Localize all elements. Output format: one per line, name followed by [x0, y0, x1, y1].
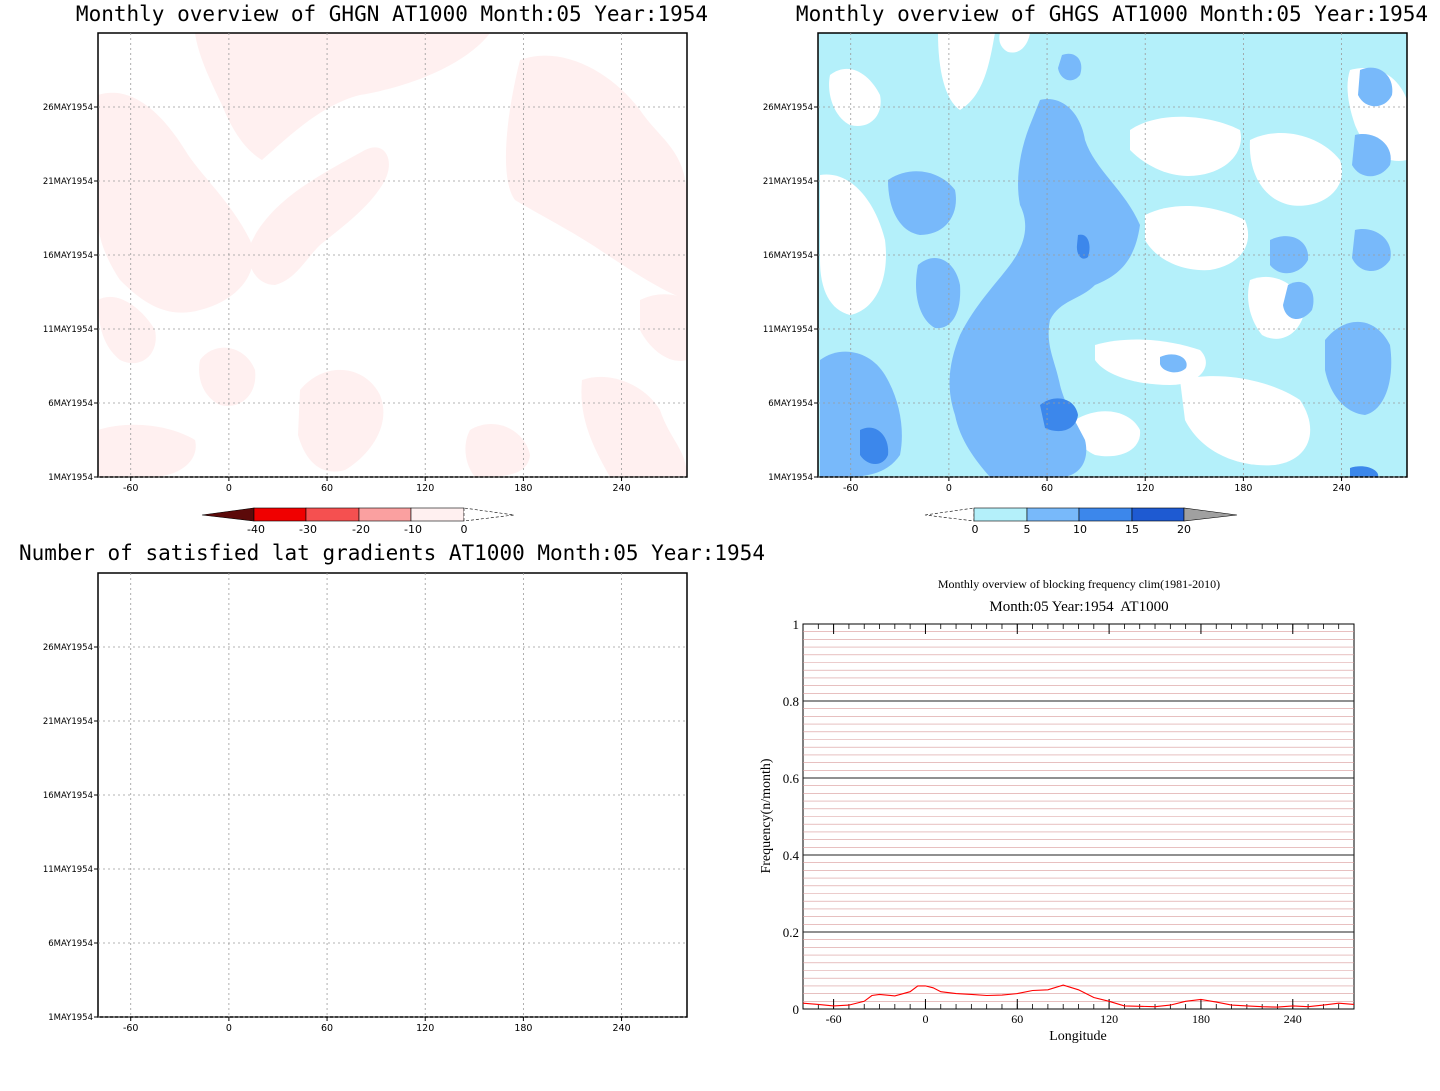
ghgn-colorbar: -40 -30 -20 -10 0	[201, 507, 515, 536]
ghgs-ytick-label: 26MAY1954	[763, 103, 813, 113]
gradients-ytick-label: 1MAY1954	[48, 1013, 93, 1023]
ghgn-xtick-label: 60	[321, 483, 333, 494]
ghgs-xtick-label: 120	[1136, 483, 1154, 494]
ghgs-colorbar-label-4: 20	[1177, 523, 1191, 536]
frequency-axes: 0 0.2 0.4 0.6 0.8 1 -60 0 60 120 180 240	[783, 617, 1355, 1026]
ghgs-grid	[818, 33, 1407, 478]
ghgs-colorbar-swatch-2	[1026, 507, 1080, 522]
ghgs-xtick-label: 0	[946, 483, 952, 494]
ghgs-colorbar-swatch-4	[1131, 507, 1185, 522]
frequency-ytick-label: 0.4	[783, 848, 800, 863]
ghgs-colorbar-swatch-3	[1078, 507, 1133, 522]
ghgn-ytick-label: 11MAY1954	[43, 325, 93, 335]
ghgn-xtick-label: 180	[514, 483, 532, 494]
frequency-xtick-label: 180	[1192, 1012, 1210, 1026]
ghgn-colorbar-label-4: 0	[461, 523, 468, 536]
gradients-ytick-label: 16MAY1954	[43, 791, 93, 801]
frequency-ytick-label: 1	[793, 617, 800, 632]
ghgn-colorbar-swatch-3	[358, 507, 412, 522]
gradients-ytick-label: 6MAY1954	[48, 939, 93, 949]
ghgn-colorbar-swatch-5	[463, 507, 515, 522]
ghgn-field	[98, 33, 687, 477]
ghgn-xtick-label: 0	[226, 483, 232, 494]
ghgs-ytick-label: 1MAY1954	[768, 473, 813, 483]
gradients-xtick-label: 240	[612, 1023, 630, 1034]
ghgs-xtick-label: 240	[1332, 483, 1350, 494]
gradients-xtick-label: -60	[123, 1023, 139, 1034]
ghgn-grid	[98, 33, 687, 478]
gradients-xtick-label: 0	[226, 1023, 232, 1034]
ghgs-ytick-label: 11MAY1954	[763, 325, 813, 335]
ghgs-xtick-label: 60	[1041, 483, 1053, 494]
ghgn-colorbar-label-2: -20	[352, 523, 370, 536]
ghgs-colorbar-swatch-5	[1183, 507, 1238, 522]
ghgn-xtick-label: -60	[123, 483, 139, 494]
gradients-axes: -60 0 60 120 180 240 1MAY1954 6MAY1954 11MAY1954…	[43, 643, 631, 1034]
ghgn-ytick-label: 26MAY1954	[43, 103, 93, 113]
gradients-grid	[98, 573, 687, 1018]
ghgs-colorbar-label-3: 15	[1125, 523, 1139, 536]
ghgs-axes: -60 0 60 120 180 240 1MAY1954 6MAY1954 11MAY1954…	[763, 103, 1351, 494]
panel-gradients-title: Number of satisfied lat gradients AT1000…	[19, 541, 765, 565]
frequency-ytick-label: 0.2	[783, 925, 799, 940]
ghgs-xtick-label: 180	[1234, 483, 1252, 494]
ghgs-ytick-label: 16MAY1954	[763, 251, 813, 261]
ghgn-colorbar-swatch-4	[410, 507, 465, 522]
panel-frequency-subtitle: Month:05 Year:1954 AT1000	[989, 599, 1168, 615]
ghgs-colorbar-swatch-1	[973, 507, 1028, 522]
frequency-ytick-label: 0.6	[783, 771, 800, 786]
gradients-ytick-label: 11MAY1954	[43, 865, 93, 875]
ghgn-colorbar-label-3: -10	[404, 523, 422, 536]
frequency-ylabel: Frequency(n/month)	[759, 758, 774, 873]
ghgs-colorbar-swatch-0	[924, 507, 975, 522]
ghgs-ytick-label: 6MAY1954	[768, 399, 813, 409]
ghgn-colorbar-swatch-1	[253, 507, 307, 522]
ghgn-colorbar-label-0: -40	[247, 523, 265, 536]
ghgn-colorbar-swatch-2	[305, 507, 360, 522]
ghgn-ytick-label: 6MAY1954	[48, 399, 93, 409]
frequency-ytick-label: 0	[793, 1002, 800, 1017]
ghgs-xtick-label: -60	[843, 483, 859, 494]
frequency-xtick-label: 60	[1011, 1012, 1023, 1026]
panel-ghgs-title: Monthly overview of GHGS AT1000 Month:05…	[796, 2, 1428, 26]
frequency-xtick-label: 0	[922, 1012, 928, 1026]
ghgn-xtick-label: 120	[416, 483, 434, 494]
frequency-xtick-label: 120	[1100, 1012, 1118, 1026]
ghgs-colorbar-label-2: 10	[1073, 523, 1087, 536]
ghgs-colorbar-label-0: 0	[972, 523, 979, 536]
gradients-ytick-label: 26MAY1954	[43, 643, 93, 653]
ghgs-colorbar: 0 5 10 15 20	[924, 507, 1238, 536]
ghgn-ytick-label: 1MAY1954	[48, 473, 93, 483]
frequency-xtick-label: -60	[826, 1012, 842, 1026]
frequency-ytick-label: 0.8	[783, 694, 799, 709]
ghgn-colorbar-label-1: -30	[299, 523, 317, 536]
ghgn-ytick-label: 21MAY1954	[43, 177, 93, 187]
panel-frequency-title: Monthly overview of blocking frequency c…	[938, 577, 1220, 591]
frequency-hlines	[803, 631, 1354, 1002]
frequency-line	[802, 984, 1355, 1008]
gradients-xtick-label: 120	[416, 1023, 434, 1034]
ghgs-ytick-label: 21MAY1954	[763, 177, 813, 187]
frequency-xlabel: Longitude	[1049, 1029, 1107, 1044]
frequency-xtick-label: 240	[1284, 1012, 1302, 1026]
panel-ghgn-title: Monthly overview of GHGN AT1000 Month:05…	[76, 2, 708, 26]
gradients-ytick-label: 21MAY1954	[43, 717, 93, 727]
ghgn-xtick-label: 240	[612, 483, 630, 494]
ghgn-axes: -60 0 60 120 180 240 1MAY1954 6MAY1954 11MAY1954…	[43, 103, 631, 494]
ghgn-ytick-label: 16MAY1954	[43, 251, 93, 261]
gradients-xtick-label: 60	[321, 1023, 333, 1034]
ghgs-colorbar-label-1: 5	[1024, 523, 1031, 536]
ghgn-colorbar-swatch-0	[201, 507, 255, 522]
gradients-xtick-label: 180	[514, 1023, 532, 1034]
